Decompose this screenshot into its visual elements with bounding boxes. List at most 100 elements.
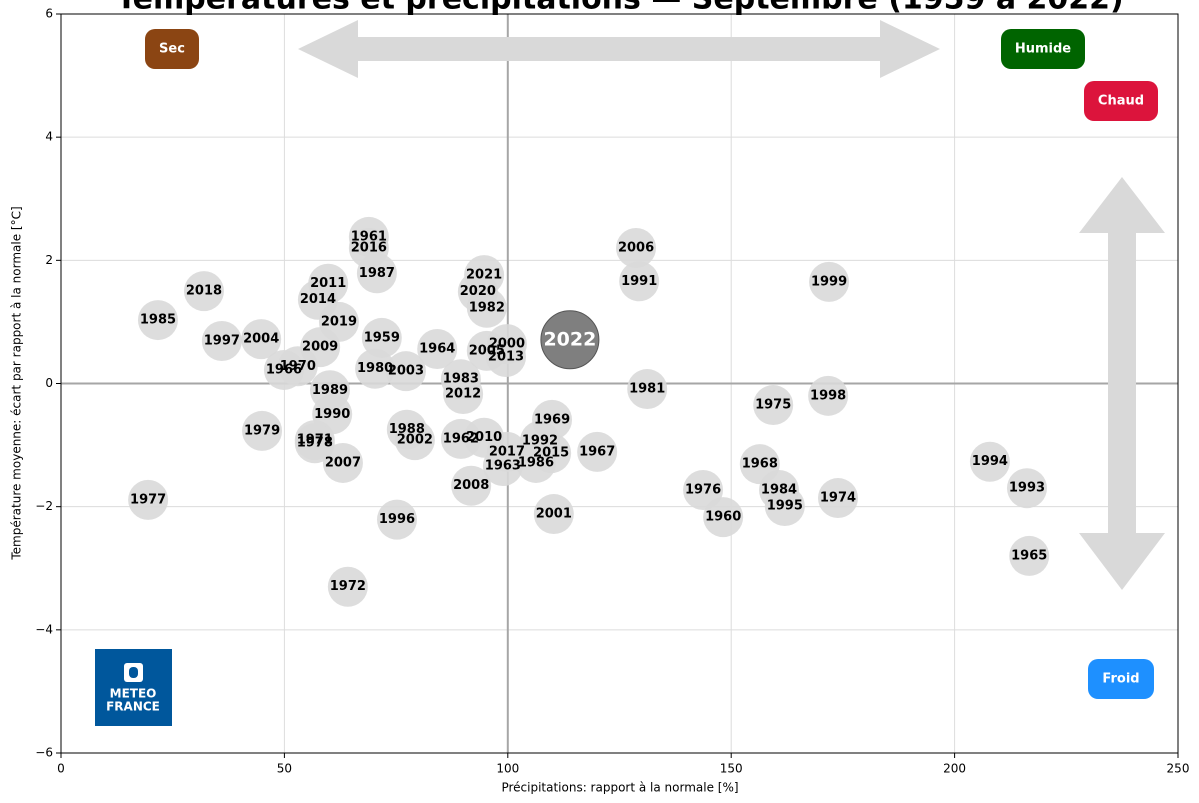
point xyxy=(466,287,507,328)
point-label: 1972 xyxy=(330,579,366,594)
point xyxy=(486,337,527,378)
point-label: 1988 xyxy=(389,422,425,437)
point xyxy=(619,261,660,302)
point-label: 1987 xyxy=(359,266,395,281)
point xyxy=(482,446,523,487)
annotation: Chaud xyxy=(1098,94,1144,109)
point xyxy=(627,369,668,410)
point-label: 2000 xyxy=(489,337,525,352)
point xyxy=(137,300,178,341)
logo-icon-inner xyxy=(129,667,138,678)
point xyxy=(327,566,368,607)
point xyxy=(451,465,492,506)
point-label: 1971 xyxy=(297,433,333,448)
point xyxy=(753,385,794,426)
point-label: 1967 xyxy=(579,444,615,459)
logo xyxy=(95,649,172,726)
point-label: 1981 xyxy=(629,382,665,397)
point-label: 1960 xyxy=(705,510,741,525)
horizontal-arrow xyxy=(298,20,940,78)
point xyxy=(809,261,850,302)
point-label: 1997 xyxy=(204,334,240,349)
x-tick-label: 200 xyxy=(943,762,966,776)
point xyxy=(969,441,1010,482)
point xyxy=(394,420,435,461)
point xyxy=(1006,468,1047,509)
point-label: 1998 xyxy=(810,388,846,403)
annotation: Humide xyxy=(1015,42,1071,57)
x-tick-label: 0 xyxy=(57,762,65,776)
point-label: 1978 xyxy=(297,436,333,451)
point-label: 2015 xyxy=(533,446,569,461)
point-label: 2008 xyxy=(453,478,489,493)
point-label: 1983 xyxy=(443,372,479,387)
point xyxy=(242,410,283,451)
point xyxy=(376,499,417,540)
point-label: 2004 xyxy=(243,332,279,347)
point-label: 1990 xyxy=(314,407,350,422)
point xyxy=(201,321,242,362)
point-label: 1964 xyxy=(419,342,455,357)
point-label: 1962 xyxy=(443,431,479,446)
point-label: 2017 xyxy=(489,444,525,459)
x-tick-label: 250 xyxy=(1167,762,1190,776)
y-tick-label: 6 xyxy=(45,7,53,21)
point-label: 2001 xyxy=(536,507,572,522)
point-label: 2019 xyxy=(321,314,357,329)
logo-text: FRANCE xyxy=(106,700,160,714)
point-label: 2020 xyxy=(460,284,496,299)
point xyxy=(128,479,169,520)
point-label: 1969 xyxy=(534,412,570,427)
y-tick-label: −2 xyxy=(35,499,53,513)
x-tick-label: 100 xyxy=(496,762,519,776)
y-tick-label: 4 xyxy=(45,130,53,144)
point xyxy=(241,319,282,360)
point xyxy=(515,442,556,483)
point-label: 2011 xyxy=(310,276,346,291)
y-tick-label: −6 xyxy=(35,746,53,760)
point-label: 2014 xyxy=(300,292,336,307)
point xyxy=(616,228,657,269)
y-tick-label: −4 xyxy=(35,622,53,636)
point xyxy=(540,310,600,370)
point xyxy=(533,494,574,535)
annotation-box xyxy=(1088,659,1154,699)
point-label: 1968 xyxy=(742,457,778,472)
point-label: 2018 xyxy=(186,284,222,299)
point-label: 1993 xyxy=(1009,481,1045,496)
point-label: 2009 xyxy=(302,340,338,355)
annotation-box xyxy=(145,29,199,69)
point-label: 2007 xyxy=(325,455,361,470)
annotation-box xyxy=(1084,81,1158,121)
point-label: 2016 xyxy=(351,241,387,256)
point-label: 1991 xyxy=(621,274,657,289)
point-label: 1989 xyxy=(312,383,348,398)
x-tick-label: 50 xyxy=(277,762,292,776)
point-label: 2006 xyxy=(618,241,654,256)
point-label: 1961 xyxy=(351,229,387,244)
point-label: 1980 xyxy=(357,361,393,376)
point-label: 1963 xyxy=(485,459,521,474)
point-label: 1959 xyxy=(364,330,400,345)
point xyxy=(294,423,335,464)
point xyxy=(183,271,224,312)
logo-text: METEO xyxy=(110,687,157,701)
point-label: 1992 xyxy=(522,433,558,448)
y-axis-label: Température moyenne: écart par rapport à… xyxy=(10,206,24,560)
point xyxy=(361,317,402,358)
point xyxy=(322,442,363,483)
point xyxy=(356,253,397,294)
x-axis-label: Précipitations: rapport à la normale [%] xyxy=(501,781,738,795)
point xyxy=(577,431,618,472)
point xyxy=(385,351,426,392)
point-label: 2012 xyxy=(445,386,481,401)
point-label: 1974 xyxy=(820,491,856,506)
point-label: 1977 xyxy=(130,492,166,507)
point-label: 1986 xyxy=(518,455,554,470)
point-label: 2013 xyxy=(488,350,524,365)
point-label: 2021 xyxy=(466,268,502,283)
x-tick-label: 150 xyxy=(720,762,743,776)
